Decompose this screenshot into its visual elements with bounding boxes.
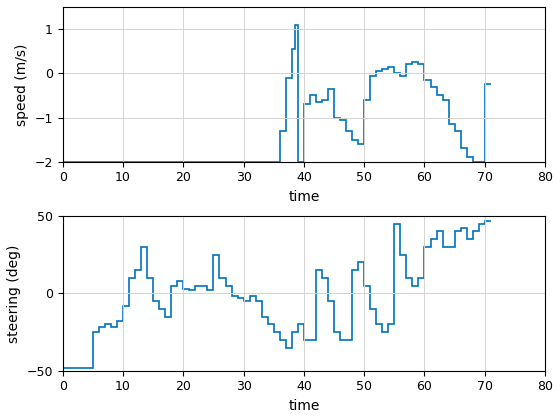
X-axis label: time: time [288,399,320,413]
X-axis label: time: time [288,190,320,204]
Y-axis label: steering (deg): steering (deg) [7,244,21,343]
Y-axis label: speed (m/s): speed (m/s) [15,43,29,126]
